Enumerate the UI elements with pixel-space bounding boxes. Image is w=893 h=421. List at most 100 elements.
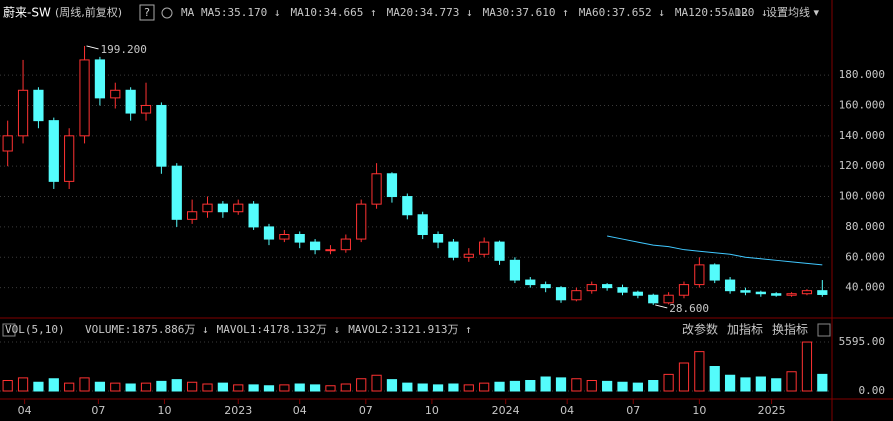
candle-body [48, 120, 59, 182]
volume-legend: MAVOL1:4178.132万 ↓ [217, 323, 341, 336]
candle-body [33, 89, 44, 122]
x-tick-label: 04 [560, 404, 574, 417]
ma-legend: MA30:37.610 ↑ [483, 6, 569, 19]
volume-bar [602, 380, 613, 392]
volume-bar [140, 382, 152, 392]
help-box[interactable] [139, 4, 155, 21]
candle-body [202, 203, 213, 213]
y-tick-label: 80.000 [845, 220, 885, 233]
volume-bar [479, 382, 490, 392]
volume-title: VOL(5,10) [5, 323, 65, 336]
volume-collapse[interactable] [2, 323, 16, 337]
indicator-button[interactable]: 换指标 [772, 322, 808, 337]
candle-body [279, 234, 290, 240]
candle-body [571, 290, 582, 301]
candle-body [432, 234, 444, 243]
volume-bar [125, 383, 136, 392]
volume-bar [279, 384, 290, 392]
candle-body [586, 284, 597, 292]
candle-body [771, 293, 782, 296]
candle-body [786, 293, 797, 296]
candle-body [694, 264, 705, 286]
volume-bar [540, 376, 551, 392]
candle-body [17, 89, 29, 137]
gear-icon[interactable] [161, 7, 173, 19]
indicator-button[interactable]: 加指标 [727, 322, 763, 337]
volume-tick-label: 0.00 [859, 384, 886, 397]
candle-body [555, 287, 567, 301]
candle-body [325, 249, 336, 252]
ma-legend: MA120:55.120 ↓ [675, 6, 768, 19]
volume-bar [356, 378, 367, 392]
candle-body [801, 290, 813, 295]
candle-body [463, 253, 474, 258]
candle-body [678, 284, 690, 296]
candle-body [417, 214, 428, 236]
volume-bar [33, 381, 44, 392]
annotation-label: 28.600 [669, 302, 709, 315]
candle-body [632, 291, 643, 296]
volume-bar [2, 380, 13, 392]
volume-bar [648, 380, 659, 392]
y-tick-label: 60.000 [845, 250, 885, 263]
volume-bar [325, 385, 336, 392]
ma-legend: MA10:34.665 ↑ [290, 6, 376, 19]
volume-bar [187, 381, 198, 392]
candle-body [94, 59, 106, 99]
volume-bar [817, 373, 828, 392]
ma-legend: MA20:34.773 ↓ [387, 6, 473, 19]
x-tick-label: 04 [293, 404, 307, 417]
volume-bar [509, 380, 521, 392]
candle-body [217, 203, 228, 213]
volume-bar [663, 373, 674, 392]
y-tick-label: 140.000 [839, 129, 885, 142]
candle-body [156, 104, 167, 167]
candle-body [479, 241, 490, 255]
volume-bar [386, 379, 398, 392]
volume-bar [786, 371, 797, 392]
volume-bar [740, 377, 751, 392]
x-tick-label: 10 [157, 404, 171, 417]
x-tick-label: 10 [425, 404, 439, 417]
indicator-button[interactable]: 改参数 [682, 322, 718, 337]
y-tick-label: 120.000 [839, 159, 885, 172]
candle-body [356, 203, 367, 240]
volume-bar [463, 384, 474, 392]
stock-title: 蔚来-SW [3, 6, 51, 20]
candle-body [386, 173, 398, 198]
candle-body [648, 294, 659, 304]
volume-bar [709, 366, 720, 392]
volume-bar [801, 341, 813, 392]
adr-button[interactable]: ADR [728, 6, 748, 19]
candle-body [525, 279, 536, 286]
candle-body [2, 135, 13, 152]
volume-bar [94, 381, 106, 392]
candle-body [263, 226, 275, 240]
candle-body [79, 59, 90, 137]
candle-body [340, 238, 351, 251]
candle-body [709, 264, 720, 281]
candle-body [233, 203, 244, 213]
ma-legend: MA5:35.170 ↓ [201, 6, 280, 19]
volume-close[interactable] [817, 323, 831, 337]
volume-legend: MAVOL2:3121.913万 ↑ [348, 323, 472, 336]
ma-label: MA [181, 6, 195, 19]
y-tick-label: 160.000 [839, 98, 885, 111]
x-tick-label: 10 [692, 404, 706, 417]
volume-bar [771, 378, 782, 392]
settings-button[interactable]: 设置均线 ▾ [766, 5, 819, 19]
y-tick-label: 100.000 [839, 190, 885, 203]
volume-bar [171, 379, 182, 392]
volume-bar [432, 384, 444, 392]
candle-body [724, 279, 736, 292]
volume-bar [494, 381, 505, 392]
volume-bar [586, 380, 597, 392]
candle-body [110, 89, 121, 99]
help-button[interactable]: ? [144, 6, 150, 19]
volume-bar [248, 384, 259, 392]
volume-bar [340, 383, 351, 392]
volume-bar [48, 378, 59, 392]
candle-body [140, 104, 152, 114]
